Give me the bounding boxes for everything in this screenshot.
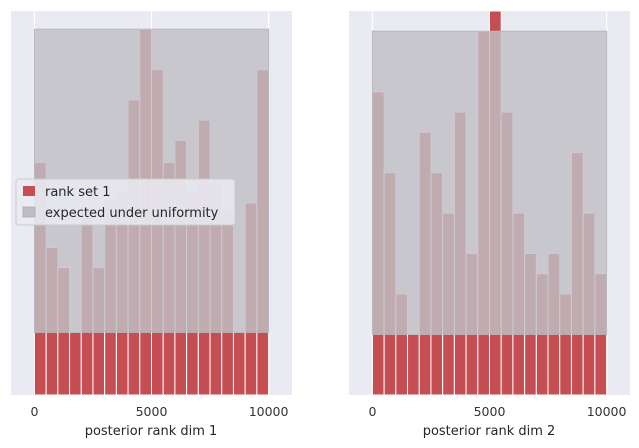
legend: rank set 1 expected under uniformity [15,178,236,226]
histogram-bar [232,331,246,396]
panel-dim-2: 0 5000 10000 [349,10,630,419]
histogram-bar [407,333,420,396]
x-tick-label: 5000 [136,404,168,419]
histogram-bar [69,331,82,396]
x-tick-label: 10000 [587,404,627,419]
legend-frame [15,178,236,226]
legend-swatch-rank-set [23,186,35,196]
x-tick-label: 5000 [474,404,506,419]
x-tick-label: 0 [368,404,376,419]
legend-label-rank-set: rank set 1 [45,185,110,200]
x-tick-label: 0 [30,404,38,419]
legend-label-expected: expected under uniformity [45,206,219,221]
uniformity-band [371,30,608,335]
x-tick-label: 10000 [249,404,289,419]
legend-swatch-expected [22,206,36,218]
x-axis-label-dim-2: posterior rank dim 2 [423,424,556,439]
x-axis-label-dim-1: posterior rank dim 1 [85,424,218,439]
